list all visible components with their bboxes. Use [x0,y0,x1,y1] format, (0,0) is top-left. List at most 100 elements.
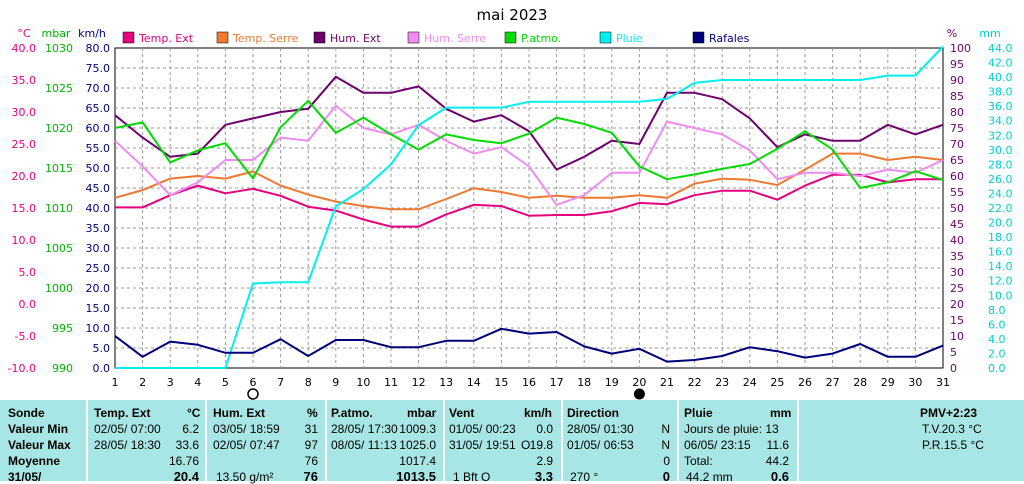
tick-label-rain: 42.0 [988,57,1013,70]
tick-label-rain: 28.0 [988,158,1013,171]
patm-last: 1013.5 [396,469,436,484]
tick-label-wind: 75.0 [86,62,111,75]
row-label-mean: Moyenne [8,454,61,468]
tick-label-humidity: 90 [950,74,964,87]
series-pluie [115,45,944,369]
hum-max-value: 97 [304,438,318,452]
legend-label: Pluie [616,32,643,45]
patm-mean: 1017.4 [399,454,436,468]
x-tick-label: 1 [112,376,119,389]
x-tick-label: 7 [277,376,284,389]
x-tick-label: 20 [632,376,646,389]
wind-max-value: 19.8 [529,438,553,452]
x-tick-label: 23 [715,376,729,389]
wind-min-date: 01/05/ 00:23 [449,422,516,436]
tick-label-pressure: 1025 [45,82,73,95]
x-tick-label: 27 [826,376,840,389]
row-label-max: Valeur Max [8,438,71,452]
chart-title: mai 2023 [477,6,548,24]
tick-label-pressure: 1020 [45,122,73,135]
tick-label-temp: -5.0 [15,330,36,343]
direction-min-value: N [661,422,670,436]
hum-unit: % [307,406,318,420]
wind-min-value: 0.0 [536,422,553,436]
direction-max-value: N [661,438,670,452]
x-tick-label: 31 [936,376,950,389]
tick-label-humidity: 65 [950,154,964,167]
temp-axis-unit: °C [17,27,31,40]
tick-label-temp: 0.0 [19,298,37,311]
series-temp_ext [115,173,943,228]
tick-label-wind: 25.0 [86,262,111,275]
pmv-pr: P.R.15.5 °C [922,438,984,452]
weather-chart: mai 2023 °C mbar km/h % mm 40.035.030.02… [8,6,1013,400]
tick-label-rain: 26.0 [988,173,1013,186]
moon-filled-icon [633,388,645,400]
hum-min-date: 03/05/ 18:59 [213,422,280,436]
rain-max-value: 11.6 [766,438,789,452]
tick-label-rain: 12.0 [988,275,1013,288]
series-lines [114,45,944,369]
moon-empty-icon [247,388,259,400]
wind-mean: 2.9 [536,454,553,468]
tick-label-humidity: 60 [950,170,964,183]
tick-label-wind: 30.0 [86,242,111,255]
tick-label-humidity: 45 [950,218,964,231]
tick-label-pressure: 990 [52,362,73,375]
temp-header: Temp. Ext [94,406,151,420]
direction-mean: 0 [663,454,670,468]
tick-label-humidity: 35 [950,250,964,263]
hum-last: 76 [303,469,318,484]
hum-header: Hum. Ext [213,406,266,420]
rain-days: Jours de pluie: 13 [684,422,779,436]
tick-label-humidity: 0 [950,362,957,375]
tick-label-rain: 24.0 [988,187,1013,200]
wind-unit: km/h [524,406,553,420]
tick-label-rain: 20.0 [988,217,1013,230]
wind-header: Vent [449,406,475,420]
x-tick-label: 9 [332,376,339,389]
tick-label-humidity: 85 [950,90,964,103]
tick-label-humidity: 50 [950,202,964,215]
column-separator [443,400,445,481]
wind-beaufort: 1 Bft O [453,470,491,484]
x-tick-label: 24 [743,376,757,389]
legend-label: P.atmo. [521,32,561,45]
tick-label-wind: 70.0 [86,82,111,95]
tick-label-pressure: 1015 [45,162,73,175]
tick-label-temp: 20.0 [12,170,37,183]
tick-label-wind: 10.0 [86,322,111,335]
tick-label-rain: 0.0 [988,362,1006,375]
pmv-tv: T.V.20.3 °C [922,422,982,436]
legend-swatch [313,31,326,44]
hum-mean: 76 [304,454,318,468]
legend-swatch [692,31,705,44]
legend-label: Rafales [709,32,750,45]
x-tick-label: 10 [356,376,370,389]
tick-label-humidity: 95 [950,58,964,71]
x-tick-label: 15 [494,376,508,389]
tick-label-temp: 25.0 [12,138,37,151]
x-tick-label: 4 [194,376,201,389]
tick-label-rain: 18.0 [988,231,1013,244]
tick-label-temp: 15.0 [12,202,37,215]
rain-month: 44.2 mm [686,470,733,484]
rain-total-label: Total: [684,454,713,468]
tick-label-humidity: 70 [950,138,964,151]
legend: Temp. Ext Temp. Serre Hum. Ext Hum. Serre P.… [122,31,750,45]
patm-min-value: 1009.3 [399,422,436,436]
tick-label-rain: 34.0 [988,115,1013,128]
column-separator [205,400,207,481]
pmv-header: PMV+2:23 [920,406,978,420]
patm-max-date: 08/05/ 11:13 [331,438,397,452]
tick-label-temp: 30.0 [12,106,37,119]
temp-last: 20.4 [173,469,199,484]
tick-label-rain: 14.0 [988,260,1013,273]
hum-min-value: 31 [304,422,318,436]
row-label-date: 31/05/ [8,470,42,484]
temp-min-date: 02/05/ 07:00 [94,422,161,436]
tick-label-pressure: 1005 [45,242,73,255]
temp-unit: °C [187,406,201,420]
legend-label: Hum. Serre [424,32,486,45]
x-tick-label: 11 [384,376,398,389]
